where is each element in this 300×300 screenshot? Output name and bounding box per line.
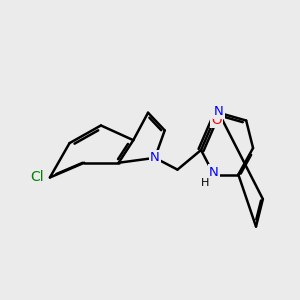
Text: Cl: Cl	[30, 170, 44, 184]
Text: O: O	[212, 114, 222, 127]
Text: N: N	[209, 166, 219, 179]
Text: H: H	[201, 178, 209, 188]
Text: N: N	[214, 105, 224, 118]
Text: N: N	[150, 152, 160, 164]
